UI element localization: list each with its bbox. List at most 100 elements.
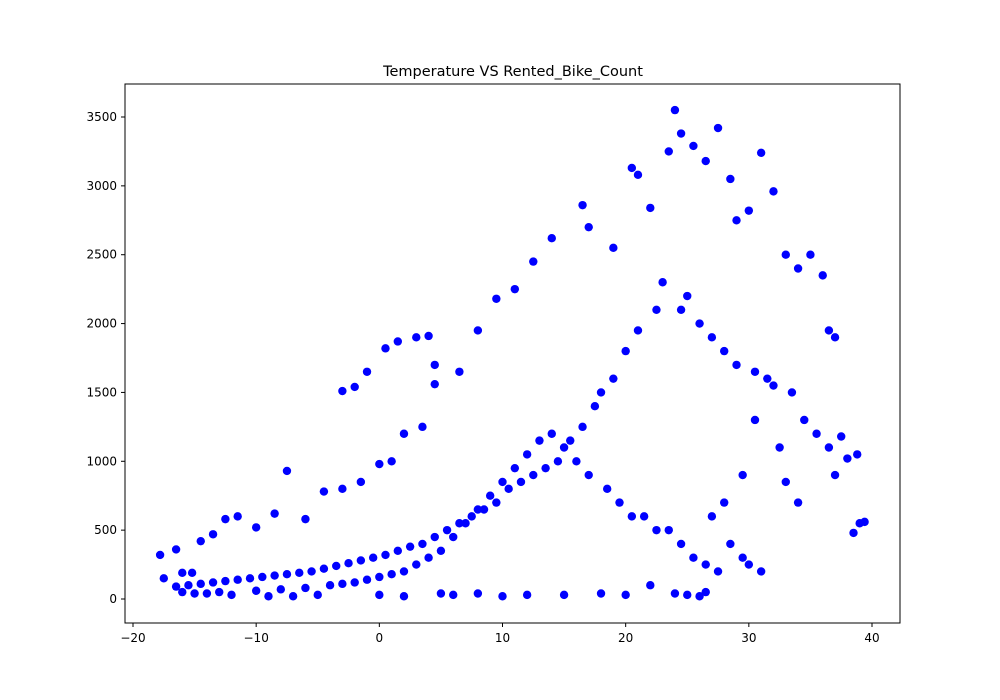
scatter-point xyxy=(793,264,803,273)
scatter-point xyxy=(155,550,165,560)
scatter-point xyxy=(202,589,212,598)
scatter-point xyxy=(295,568,304,578)
scatter-point xyxy=(504,484,513,494)
scatter-point xyxy=(775,443,784,452)
scatter-point xyxy=(215,587,224,597)
scatter-point xyxy=(171,545,181,554)
scatter-point xyxy=(492,498,501,507)
scatter-point xyxy=(701,560,710,569)
scatter-point xyxy=(282,466,292,476)
y-tick-label: 1500 xyxy=(86,385,117,399)
scatter-point xyxy=(258,572,267,582)
scatter-point xyxy=(701,156,710,166)
scatter-point xyxy=(849,528,858,538)
scatter-point xyxy=(208,578,218,587)
scatter-point xyxy=(793,498,803,507)
scatter-point xyxy=(319,487,329,496)
scatter-point xyxy=(738,553,747,562)
scatter-point xyxy=(381,550,390,560)
x-tick-label: 40 xyxy=(864,631,879,645)
scatter-point xyxy=(615,498,624,507)
scatter-point xyxy=(418,422,427,432)
scatter-point xyxy=(405,542,415,551)
scatter-point xyxy=(707,333,717,342)
x-tick-label: 20 xyxy=(618,631,633,645)
scatter-point xyxy=(553,457,563,466)
scatter-point xyxy=(461,519,470,528)
scatter-point xyxy=(251,523,261,532)
scatter-point xyxy=(713,567,723,576)
y-tick-label: 2500 xyxy=(86,248,117,262)
scatter-point xyxy=(510,463,520,473)
scatter-point xyxy=(769,381,778,390)
scatter-point xyxy=(301,514,310,524)
scatter-point xyxy=(455,519,464,528)
x-tick-label: 0 xyxy=(376,631,384,645)
scatter-point xyxy=(670,589,680,598)
scatter-point xyxy=(860,517,869,527)
scatter-point xyxy=(245,574,255,583)
scatter-point xyxy=(449,532,458,542)
scatter-point xyxy=(190,589,199,598)
scatter-point xyxy=(418,539,427,549)
scatter-point xyxy=(818,271,827,280)
scatter-point xyxy=(356,556,366,565)
scatter-point xyxy=(381,344,390,353)
scatter-point xyxy=(713,123,723,133)
scatter-point xyxy=(375,590,384,600)
scatter-point xyxy=(436,589,446,598)
scatter-point xyxy=(479,505,489,514)
y-tick-label: 500 xyxy=(94,523,117,537)
scatter-point xyxy=(824,443,834,452)
scatter-point xyxy=(756,567,766,576)
scatter-point xyxy=(368,553,378,562)
scatter-point xyxy=(430,379,439,389)
scatter-point xyxy=(184,581,193,590)
scatter-point xyxy=(676,539,686,549)
scatter-point xyxy=(492,294,501,303)
scatter-point xyxy=(676,129,686,138)
scatter-point xyxy=(824,326,834,335)
scatter-point xyxy=(726,539,735,549)
scatter-point xyxy=(233,512,242,521)
scatter-point xyxy=(221,514,230,524)
scatter-point xyxy=(325,581,335,590)
scatter-point xyxy=(664,147,673,156)
scatter-point xyxy=(763,374,772,383)
scatter-point xyxy=(467,512,476,521)
scatter-point xyxy=(627,512,637,521)
scatter-point xyxy=(541,463,550,473)
plot-frame xyxy=(124,83,901,624)
scatter-point xyxy=(430,532,439,542)
scatter-point xyxy=(732,360,741,370)
scatter-point xyxy=(338,579,347,589)
scatter-point xyxy=(510,284,520,294)
scatter-point xyxy=(609,243,618,253)
scatter-point xyxy=(332,561,341,571)
scatter-point xyxy=(424,331,433,341)
scatter-point xyxy=(627,163,637,173)
scatter-point xyxy=(559,590,569,600)
scatter-point xyxy=(695,319,704,328)
scatter-point xyxy=(584,470,593,480)
scatter-point xyxy=(375,459,384,469)
scatter-point xyxy=(449,590,458,600)
scatter-point xyxy=(769,187,778,196)
scatter-point xyxy=(676,305,686,314)
scatter-point xyxy=(621,590,630,600)
scatter-point xyxy=(270,571,279,580)
scatter-point xyxy=(744,206,754,215)
scatter-point xyxy=(350,382,359,392)
scatter-point xyxy=(178,568,187,578)
scatter-point xyxy=(196,579,205,589)
scatter-point xyxy=(313,590,322,600)
scatter-point xyxy=(664,525,673,535)
scatter-point xyxy=(547,233,556,243)
scatter-point xyxy=(516,477,526,487)
scatter-point xyxy=(652,305,661,314)
scatter-point xyxy=(689,141,698,151)
scatter-point xyxy=(566,436,575,445)
scatter-point xyxy=(233,575,242,584)
scatter-point xyxy=(670,105,680,115)
scatter-point xyxy=(683,291,692,301)
